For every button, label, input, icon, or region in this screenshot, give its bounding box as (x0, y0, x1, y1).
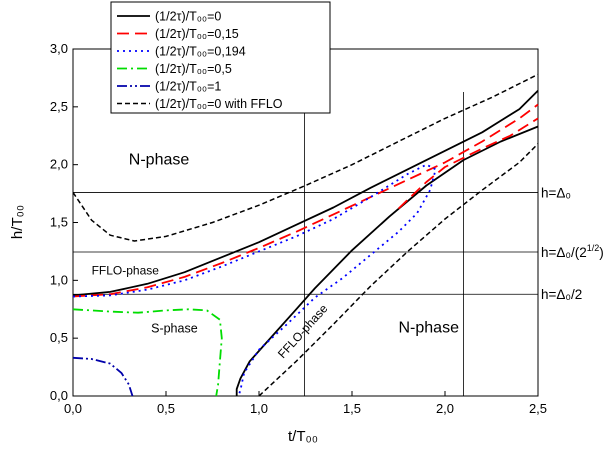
region-label-2: S-phase (151, 321, 198, 335)
x-tick-label-0: 0,0 (64, 401, 82, 416)
x-tick-label-4: 2,0 (436, 401, 454, 416)
reference-lines-vertical (304, 92, 465, 396)
series-1-curve-1 (397, 117, 539, 210)
series-4-curve-0 (72, 356, 134, 397)
legend-label-5: (1/2τ)/T₀₀=0 with FFLO (155, 97, 283, 111)
x-axis-title: t/T₀₀ (288, 428, 318, 445)
series-5-curve-0 (72, 73, 539, 242)
series-1-curve-0 (72, 103, 539, 298)
series-2-curve-0 (72, 163, 437, 397)
x-tick-label-3: 1,5 (343, 401, 361, 416)
y-tick-label-4: 2,0 (50, 157, 68, 172)
x-tick-label-2: 1,0 (250, 401, 268, 416)
reference-lines-horizontal: h=Δ₀ h=Δ₀/(21/2) h=Δ₀/2 (73, 185, 604, 302)
y-axis-title: h/T₀₀ (9, 205, 26, 239)
legend-label-3: (1/2τ)/T₀₀=0,5 (155, 62, 232, 76)
region-label-4: FFLO-phase (275, 301, 331, 361)
x-tick-label-5: 2,5 (529, 401, 547, 416)
legend-label-1: (1/2τ)/T₀₀=0,15 (155, 27, 239, 41)
y-tick-label-6: 3,0 (50, 41, 68, 56)
legend-label-4: (1/2τ)/T₀₀=1 (155, 80, 221, 94)
legend: (1/2τ)/T₀₀=0 (1/2τ)/T₀₀=0,15 (1/2τ)/T₀₀=0,… (110, 1, 331, 114)
x-tick-label-1: 0,5 (157, 401, 175, 416)
series-3-curve-0 (72, 308, 223, 397)
series-0-curve-1 (235, 125, 539, 396)
region-label-0: N-phase (129, 152, 190, 169)
region-label-1: FFLO-phase (92, 264, 160, 278)
axis-ticks: 0,0 0,5 1,0 1,5 2,0 2,5 0,0 0,5 1,0 1,5 2,0 2,5 3,0 (50, 41, 547, 416)
y-tick-label-1: 0,5 (50, 330, 68, 345)
series-5-curve-1 (258, 143, 539, 397)
legend-label-0: (1/2τ)/T₀₀=0 (155, 10, 221, 24)
hline-label-0: h=Δ₀ (541, 185, 571, 200)
legend-box (110, 1, 331, 114)
y-tick-label-5: 2,5 (50, 99, 68, 114)
y-tick-label-2: 1,0 (50, 272, 68, 287)
series-0-curve-0 (72, 89, 539, 297)
y-tick-label-3: 1,5 (50, 215, 68, 230)
hline-label-1: h=Δ₀/(21/2) (541, 243, 604, 260)
hline-label-2: h=Δ₀/2 (541, 287, 582, 302)
y-tick-label-0: 0,0 (50, 388, 68, 403)
legend-label-2: (1/2τ)/T₀₀=0,194 (155, 45, 246, 59)
annotations: N-phase FFLO-phase S-phase N-phase FFLO-phas… (92, 152, 459, 361)
region-label-3: N-phase (399, 319, 460, 336)
curves (72, 73, 539, 397)
